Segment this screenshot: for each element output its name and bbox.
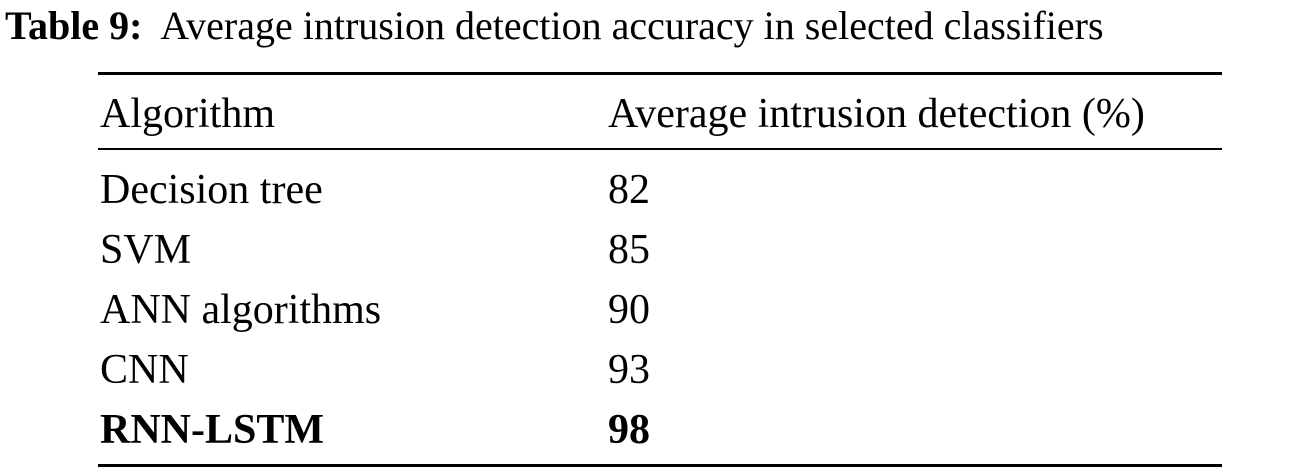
header-accuracy: Average intrusion detection (%) xyxy=(608,91,1145,137)
value-cell: 85 xyxy=(608,227,650,273)
header-algorithm: Algorithm xyxy=(100,91,275,137)
header-rule xyxy=(98,148,1222,150)
algorithm-cell: Decision tree xyxy=(100,167,323,213)
algorithm-cell: CNN xyxy=(100,347,189,393)
value-cell: 93 xyxy=(608,347,650,393)
caption-text: Average intrusion detection accuracy in … xyxy=(160,3,1104,48)
algorithm-cell: SVM xyxy=(100,227,192,273)
value-cell: 90 xyxy=(608,287,650,333)
value-cell: 98 xyxy=(608,407,650,453)
caption-label: Table 9: xyxy=(5,3,143,48)
bottom-rule xyxy=(98,464,1222,467)
top-rule xyxy=(98,72,1222,75)
algorithm-cell: RNN-LSTM xyxy=(100,407,325,453)
value-cell: 82 xyxy=(608,167,650,213)
table-caption: Table 9: Average intrusion detection acc… xyxy=(5,4,1104,48)
algorithm-cell: ANN algorithms xyxy=(100,287,382,333)
